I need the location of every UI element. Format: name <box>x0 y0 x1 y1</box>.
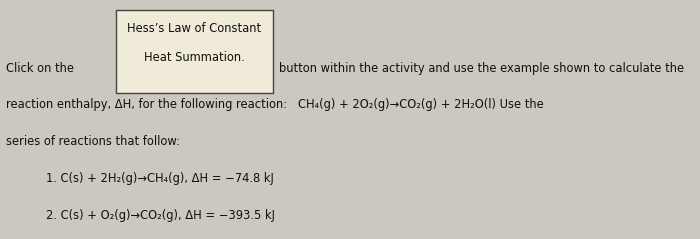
Text: 2. C(s) + O₂(g)→CO₂(g), ΔH = −393.5 kJ: 2. C(s) + O₂(g)→CO₂(g), ΔH = −393.5 kJ <box>46 209 274 222</box>
Text: Hess’s Law of Constant: Hess’s Law of Constant <box>127 22 261 34</box>
Text: button within the activity and use the example shown to calculate the: button within the activity and use the e… <box>279 62 684 75</box>
Text: Heat Summation.: Heat Summation. <box>144 51 244 64</box>
Text: 1. C(s) + 2H₂(g)→CH₄(g), ΔH = −74.8 kJ: 1. C(s) + 2H₂(g)→CH₄(g), ΔH = −74.8 kJ <box>46 172 274 185</box>
FancyBboxPatch shape <box>116 10 273 93</box>
Text: series of reactions that follow:: series of reactions that follow: <box>6 135 180 148</box>
Text: reaction enthalpy, ΔH, for the following reaction:   CH₄(g) + 2O₂(g)→CO₂(g) + 2H: reaction enthalpy, ΔH, for the following… <box>6 98 543 111</box>
Text: Click on the: Click on the <box>6 62 77 75</box>
